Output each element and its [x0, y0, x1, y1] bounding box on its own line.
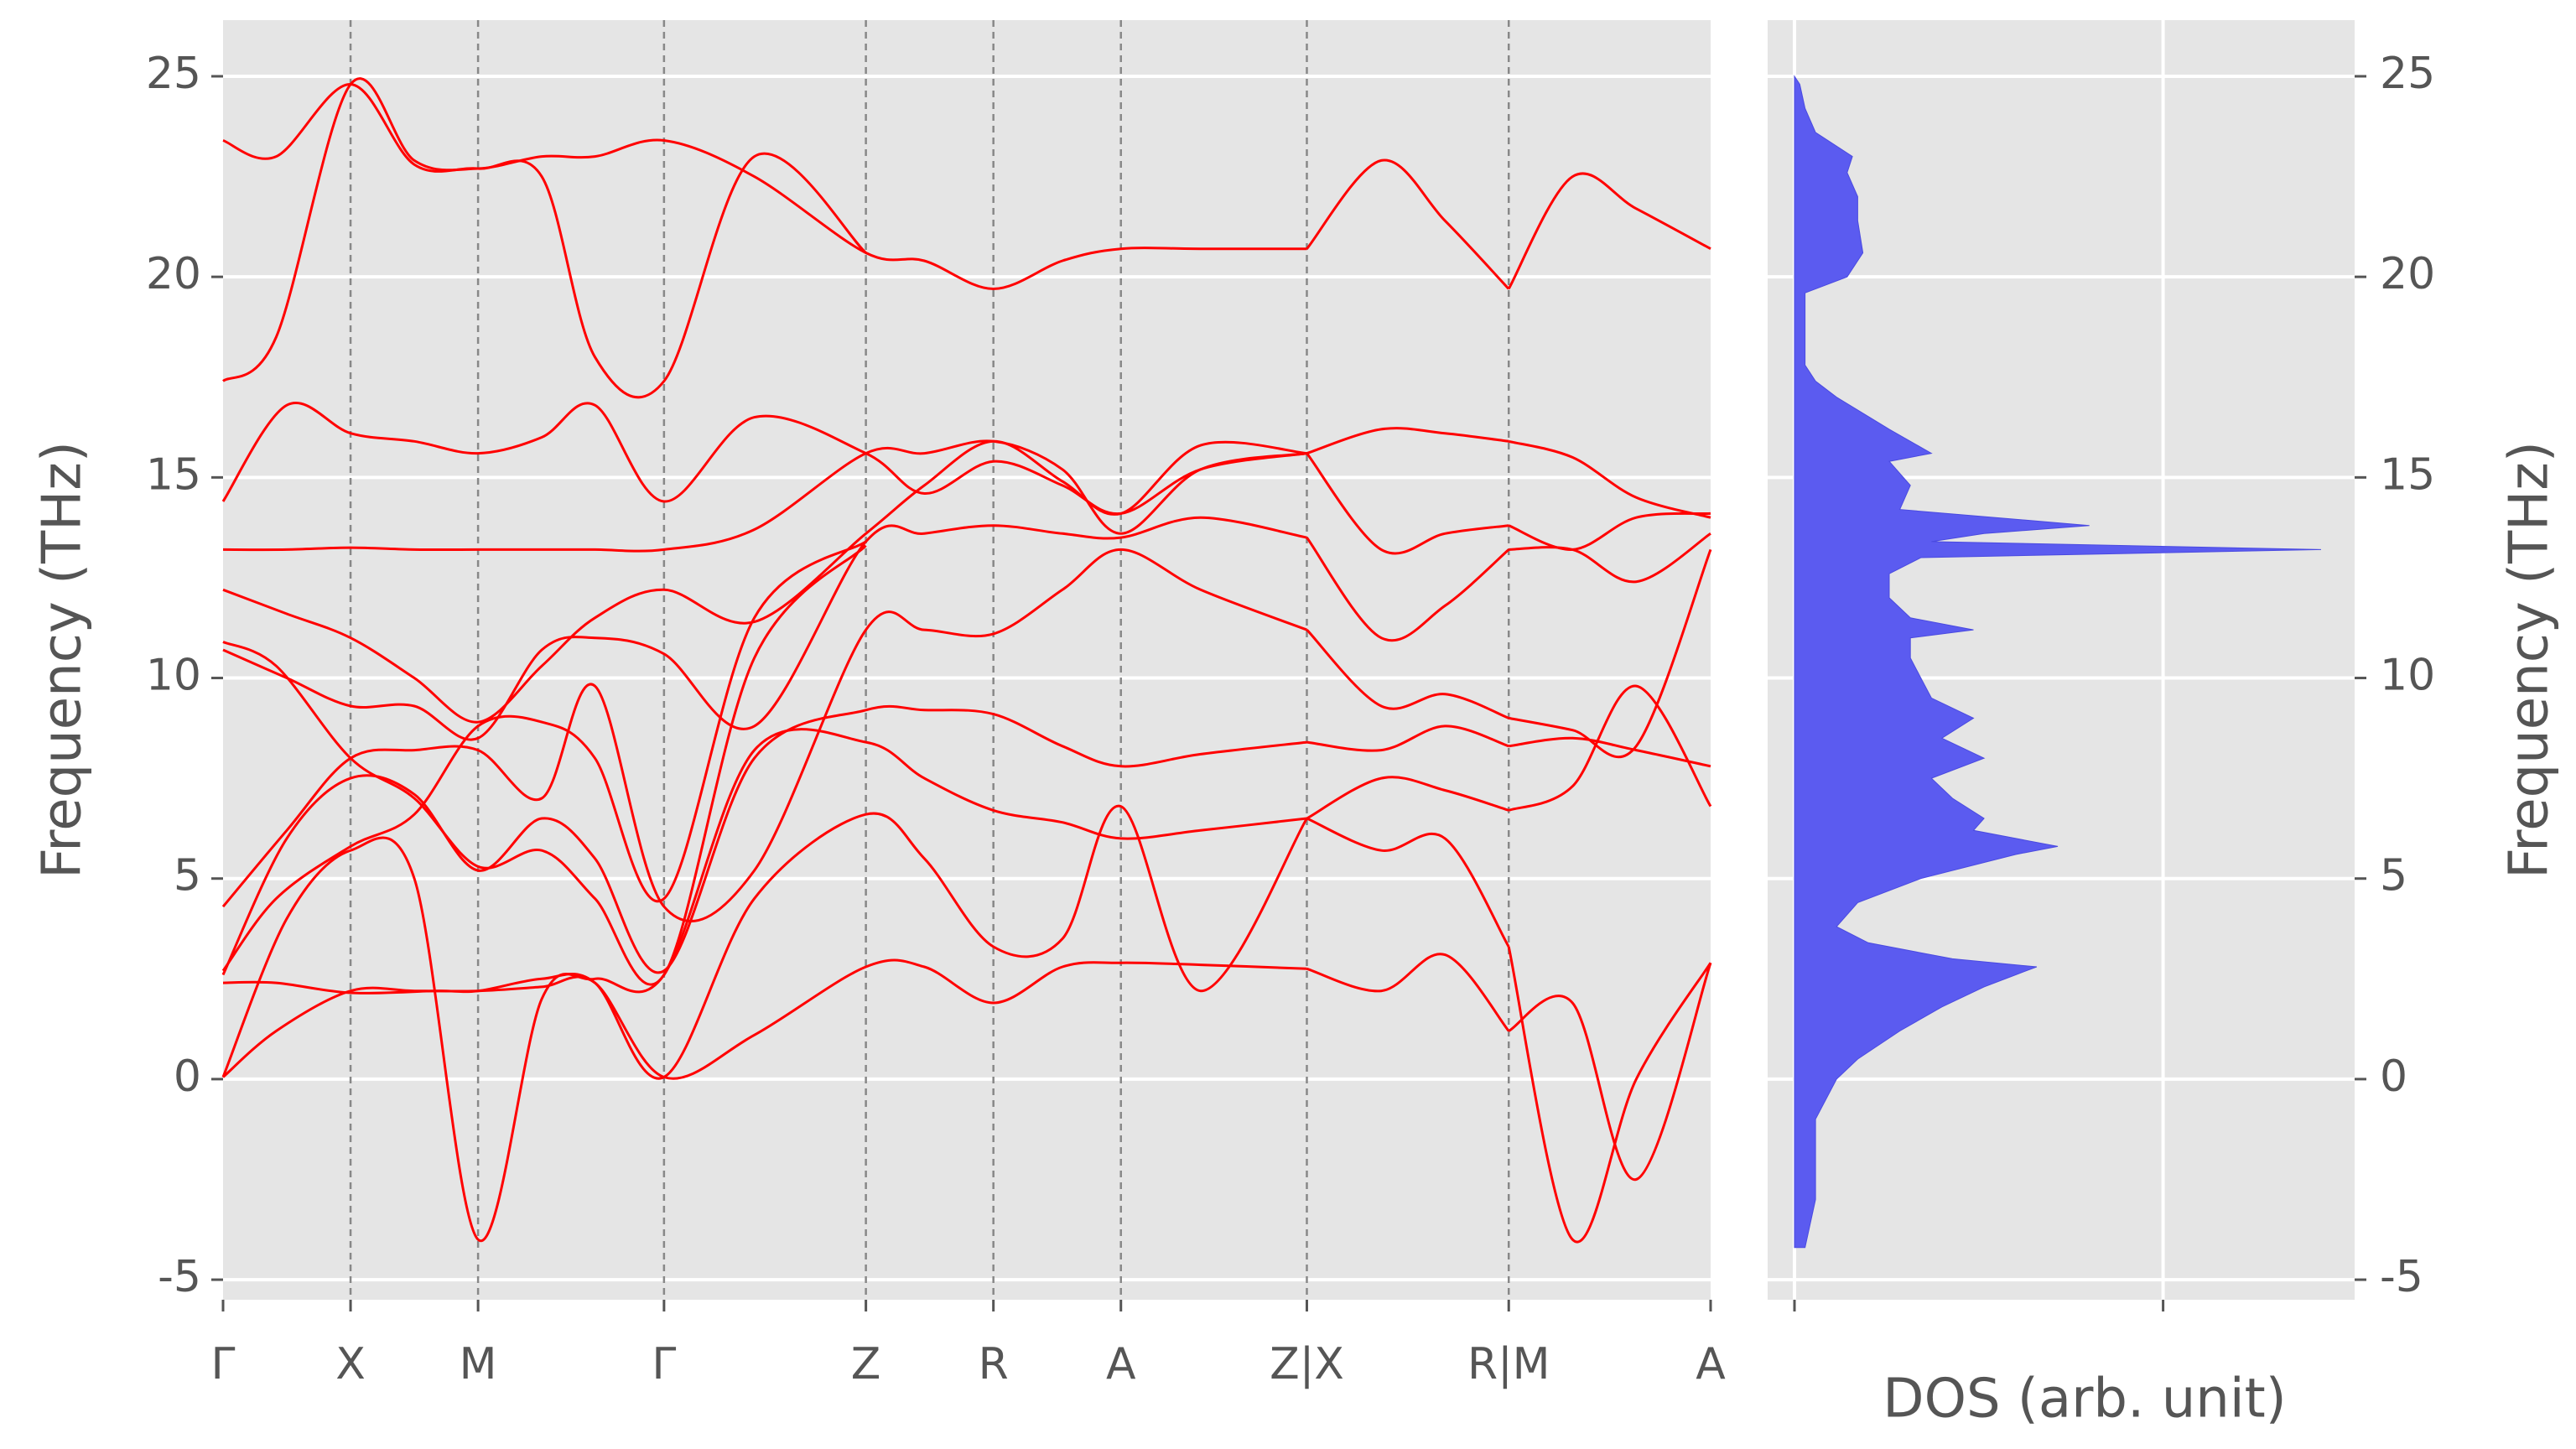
phonon-band-line — [222, 82, 867, 399]
phonon-band-line — [222, 544, 867, 986]
phonon-band-line — [1508, 548, 1712, 759]
phonon-band-line — [221, 548, 1308, 923]
dos-y-tick-label: -5 — [2380, 1252, 2423, 1302]
band-x-tick-label: M — [460, 1339, 497, 1389]
band-y-tick-label: 15 — [146, 449, 201, 500]
phonon-band-line — [1306, 817, 1510, 948]
band-plot-background — [223, 20, 1711, 1300]
dos-panel: -5 0 5 10 15 20 25 DOS (arb. unit) Frequency (… — [1768, 20, 2561, 1431]
band-x-tick-label: A — [1696, 1339, 1726, 1389]
dos-y-tick-label: 25 — [2380, 49, 2435, 99]
phonon-band-line — [1507, 946, 1712, 1244]
phonon-band-line — [1306, 629, 1509, 719]
dos-y-tick-label: 20 — [2380, 249, 2435, 299]
phonon-band-line — [1306, 724, 1509, 752]
dos-x-axis-label: DOS (arb. unit) — [1883, 1368, 2286, 1431]
high-symmetry-dividers — [349, 20, 1510, 1300]
band-y-tick-label: 5 — [174, 851, 201, 901]
phonon-band-line — [221, 540, 867, 972]
phonon-band-line — [1306, 953, 1510, 1032]
phonon-band-line — [1509, 736, 1711, 768]
band-gridlines — [223, 74, 1711, 1282]
dos-x-ticks — [1793, 1300, 2165, 1311]
phonon-band-line — [222, 439, 1307, 553]
band-y-tick-label: -5 — [158, 1252, 201, 1302]
band-y-tick-label: 20 — [146, 249, 201, 299]
phonon-band-line — [222, 516, 1307, 741]
band-x-tick-label: Γ — [652, 1339, 676, 1389]
dos-y-tick-label: 10 — [2380, 651, 2435, 701]
phonon-band-line — [221, 728, 1307, 1243]
phonon-band-line — [1306, 427, 1509, 455]
phonon-band-line — [1508, 962, 1712, 1182]
band-x-tick-label: Γ — [211, 1339, 236, 1389]
band-structure-panel: -5 0 5 10 15 20 25 Γ X M Γ Z R A Z|X R|M A Frequency (T… — [32, 20, 1726, 1389]
band-y-ticks: -5 0 5 10 15 20 25 — [146, 49, 223, 1302]
phonon-bands — [221, 77, 1712, 1244]
band-x-tick-label: Z — [851, 1339, 881, 1389]
phonon-band-line — [1508, 439, 1711, 519]
phonon-band-line — [1509, 532, 1711, 584]
band-y-tick-label: 0 — [174, 1052, 201, 1102]
dos-y-tick-label: 5 — [2380, 851, 2407, 901]
dos-y-ticks: -5 0 5 10 15 20 25 — [2355, 49, 2435, 1302]
dos-y-tick-label: 0 — [2380, 1052, 2407, 1102]
band-y-axis-label: Frequency (THz) — [32, 441, 94, 879]
band-x-tick-label: X — [335, 1339, 366, 1389]
band-y-tick-label: 10 — [146, 651, 201, 701]
phonon-band-line — [222, 958, 1307, 1080]
band-x-ticks: Γ X M Γ Z R A Z|X R|M A — [211, 1300, 1726, 1389]
band-x-tick-label: R — [979, 1339, 1009, 1389]
phonon-band-line — [221, 402, 1307, 516]
phonon-band-line — [1508, 512, 1711, 551]
phonon-band-line — [1306, 158, 1510, 290]
dos-fill-area — [1794, 75, 2322, 1249]
phonon-band-line — [1507, 172, 1711, 290]
dos-y-tick-label: 15 — [2380, 449, 2435, 500]
phonon-band-line — [1306, 452, 1509, 555]
band-x-tick-label: R|M — [1467, 1339, 1550, 1389]
dos-y-axis-label: Frequency (THz) — [2499, 441, 2561, 879]
band-x-tick-label: A — [1106, 1339, 1136, 1389]
band-x-tick-label: Z|X — [1270, 1339, 1344, 1389]
band-y-tick-label: 25 — [146, 49, 201, 99]
phonon-band-line — [1306, 537, 1510, 642]
phonon-band-line — [1508, 684, 1712, 812]
phonon-band-line — [1306, 776, 1509, 820]
